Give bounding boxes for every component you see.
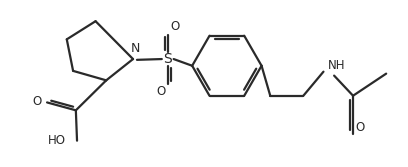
Text: N: N	[131, 42, 140, 55]
Text: O: O	[156, 85, 165, 98]
Text: O: O	[32, 95, 41, 108]
Text: NH: NH	[327, 59, 345, 72]
Text: O: O	[355, 121, 365, 134]
Text: O: O	[170, 20, 180, 33]
Text: S: S	[163, 52, 172, 66]
Text: HO: HO	[48, 134, 66, 147]
